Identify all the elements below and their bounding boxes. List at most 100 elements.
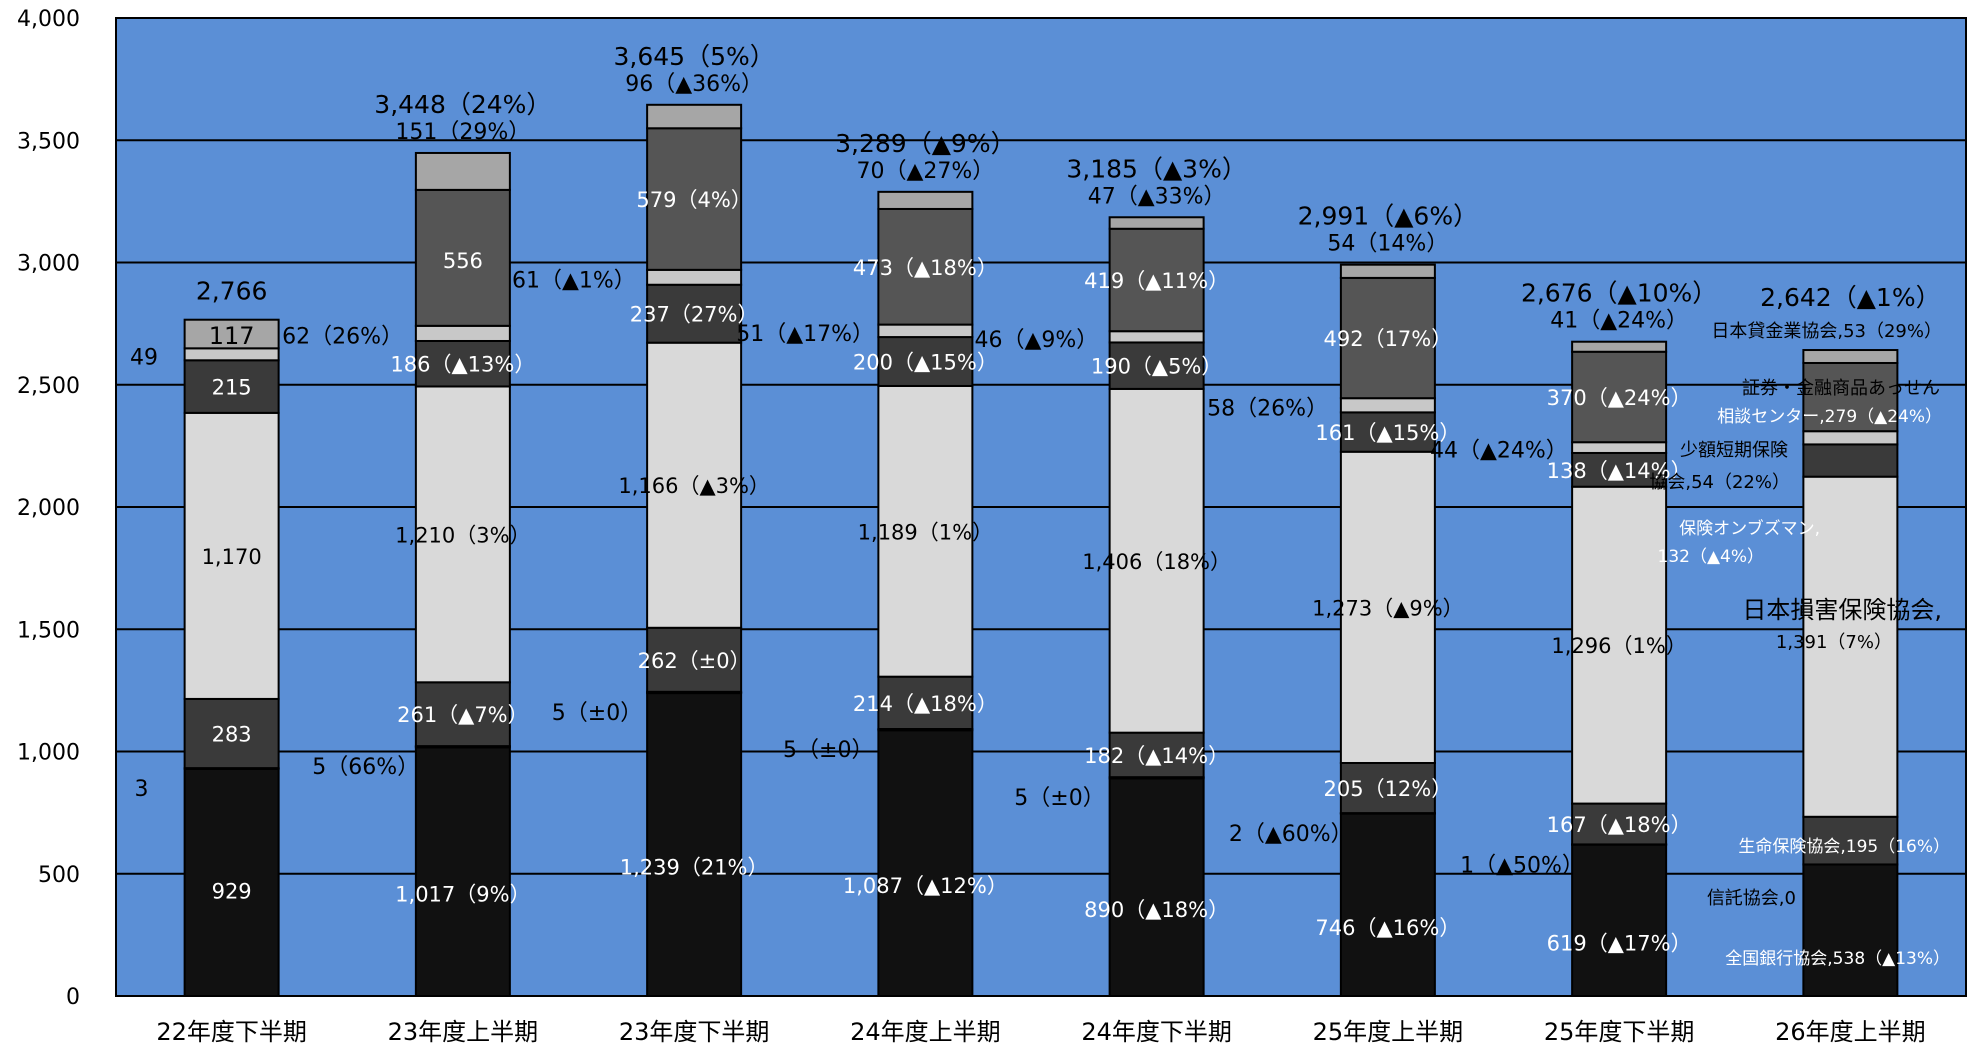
data-label: 44（▲24%） — [1430, 439, 1568, 464]
bar-segment — [1339, 761, 1436, 815]
x-tick-label: 23年度上半期 — [388, 1018, 539, 1046]
bar-segment — [414, 681, 511, 748]
bar-segment — [1802, 863, 1899, 997]
x-tick-label: 23年度下半期 — [619, 1018, 770, 1046]
label-shintaku: 信託協会,0 — [1707, 888, 1796, 909]
total-label: 2,642（▲1%） — [1760, 283, 1940, 312]
data-label: 419（▲11%） — [1084, 269, 1229, 293]
bar-segment — [414, 188, 511, 327]
last-bar-annotations: 日本貸金業協会,53（29%） 証券・金融商品あっせん 相談センター,279（▲… — [1649, 321, 1950, 969]
y-tick-label: 1,500 — [17, 618, 80, 643]
data-label: 61（▲1%） — [512, 268, 636, 293]
bar-segment — [183, 347, 280, 362]
data-label: 49 — [130, 345, 158, 370]
bar-segment — [1108, 330, 1205, 344]
label-songai-2: 1,391（7%） — [1776, 632, 1892, 653]
bar-segment — [1339, 812, 1436, 998]
x-tick-label: 22年度下半期 — [156, 1018, 307, 1046]
label-shoken-2: 相談センター,279（▲24%） — [1717, 407, 1942, 427]
bar-segment — [1339, 263, 1436, 279]
data-label: 5（±0） — [783, 738, 873, 763]
bar-segment — [1108, 341, 1205, 390]
data-label: 1,087（▲12%） — [843, 874, 1008, 898]
data-label: 1,239（21%） — [620, 856, 769, 880]
data-label: 261（▲7%） — [397, 703, 529, 727]
label-shogaku-2: 協会,54（22%） — [1649, 472, 1790, 493]
bar-segment — [1571, 350, 1668, 444]
data-label: 167（▲18%） — [1547, 813, 1692, 837]
y-axis: 0 500 1,000 1,500 2,000 2,500 3,000 3,500 4,000 — [17, 7, 80, 1010]
data-label: 746（▲16%） — [1315, 916, 1460, 940]
bar-segment — [1802, 815, 1899, 866]
bar-segment — [646, 103, 743, 130]
bar-segment — [414, 324, 511, 342]
data-label: 205（12%） — [1323, 777, 1452, 801]
data-label: 161（▲15%） — [1315, 421, 1460, 445]
data-label: 214（▲18%） — [853, 692, 998, 716]
x-tick-label: 25年度下半期 — [1544, 1018, 1695, 1046]
total-labels: 2,766 3,448（24%） 3,645（5%） 3,289（▲9%） 3,185（… — [196, 42, 1941, 312]
data-label: 182（▲14%） — [1084, 744, 1229, 768]
data-label: 1,296（1%） — [1551, 634, 1686, 658]
data-label: 473（▲18%） — [853, 256, 998, 280]
bar-segment — [877, 675, 974, 731]
bar-segment — [646, 341, 743, 629]
y-tick-label: 2,000 — [17, 496, 80, 521]
bar-segment — [1571, 340, 1668, 353]
bar-segment — [1108, 216, 1205, 230]
bar-segment — [646, 283, 743, 344]
bar-segment — [646, 268, 743, 286]
total-label: 3,645（5%） — [614, 42, 775, 71]
bar-segment — [646, 127, 743, 271]
data-label: 1,273（▲9%） — [1312, 596, 1464, 620]
y-tick-label: 2,500 — [17, 374, 80, 399]
data-labels: 929 3 283 1,170 215 49 117 1,017（9%） 5（66%） 261（▲… — [130, 72, 1692, 956]
bar-segment — [1108, 777, 1205, 998]
data-label: 1,166（▲3%） — [618, 474, 770, 498]
y-tick-label: 3,000 — [17, 252, 80, 277]
bar-segment — [183, 318, 280, 350]
bar-segment — [1571, 451, 1668, 488]
data-label: 54（14%） — [1327, 232, 1448, 257]
data-label: 138（▲14%） — [1547, 459, 1692, 483]
data-label: 890（▲18%） — [1084, 898, 1229, 922]
x-axis: 22年度下半期 23年度上半期 23年度下半期 24年度上半期 24年度下半期 25年度上… — [156, 1018, 1925, 1046]
bar-segment — [1802, 475, 1899, 818]
label-ombuds-2: 132（▲4%） — [1658, 547, 1765, 567]
bar-segment — [183, 411, 280, 700]
y-tick-label: 3,500 — [17, 129, 80, 154]
y-tick-label: 500 — [38, 863, 80, 888]
bar-segment — [1339, 450, 1436, 764]
x-tick-label: 24年度下半期 — [1081, 1018, 1232, 1046]
label-songai-1: 日本損害保険協会, — [1742, 596, 1942, 624]
bar-segment — [1802, 430, 1899, 446]
bar-segment — [414, 151, 511, 191]
label-kashikin: 日本貸金業協会,53（29%） — [1711, 321, 1942, 342]
data-label: 492（17%） — [1323, 327, 1452, 351]
data-label: 62（26%） — [282, 324, 403, 349]
bar-segment — [1108, 227, 1205, 333]
data-label: 51（▲17%） — [736, 322, 874, 347]
y-tick-label: 0 — [66, 985, 80, 1010]
data-label: 96（▲36%） — [625, 72, 763, 97]
bar-segment — [1339, 276, 1436, 400]
bar-segment — [414, 746, 511, 997]
y-tick-label: 4,000 — [17, 7, 80, 32]
data-label: 117 — [209, 322, 255, 350]
data-label: 5（66%） — [312, 755, 419, 780]
data-label: 1,406（18%） — [1082, 550, 1231, 574]
data-label: 5（±0） — [1014, 786, 1104, 811]
bar-segment — [1802, 443, 1899, 478]
label-zenginkyo: 全国銀行協会,538（▲13%） — [1725, 949, 1950, 969]
bar-segment — [1571, 843, 1668, 997]
total-label: 3,185（▲3%） — [1066, 154, 1246, 183]
data-label: 2（▲60%） — [1229, 822, 1353, 847]
label-shogaku-1: 少額短期保険 — [1680, 440, 1788, 461]
data-label: 215 — [212, 376, 252, 400]
bar-segment — [1108, 387, 1205, 734]
data-label: 579（4%） — [636, 188, 751, 212]
data-label: 151（29%） — [395, 120, 530, 145]
bar-segment — [183, 767, 280, 997]
data-label: 46（▲9%） — [974, 328, 1098, 353]
bar-segment — [183, 697, 280, 770]
